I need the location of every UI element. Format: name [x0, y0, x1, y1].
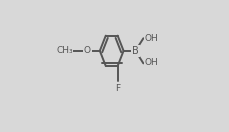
Text: OH: OH [143, 58, 157, 67]
Text: B: B [131, 46, 138, 56]
Text: CH₃: CH₃ [56, 46, 72, 55]
Text: OH: OH [143, 34, 157, 43]
Text: O: O [83, 46, 90, 55]
Text: F: F [114, 84, 120, 93]
